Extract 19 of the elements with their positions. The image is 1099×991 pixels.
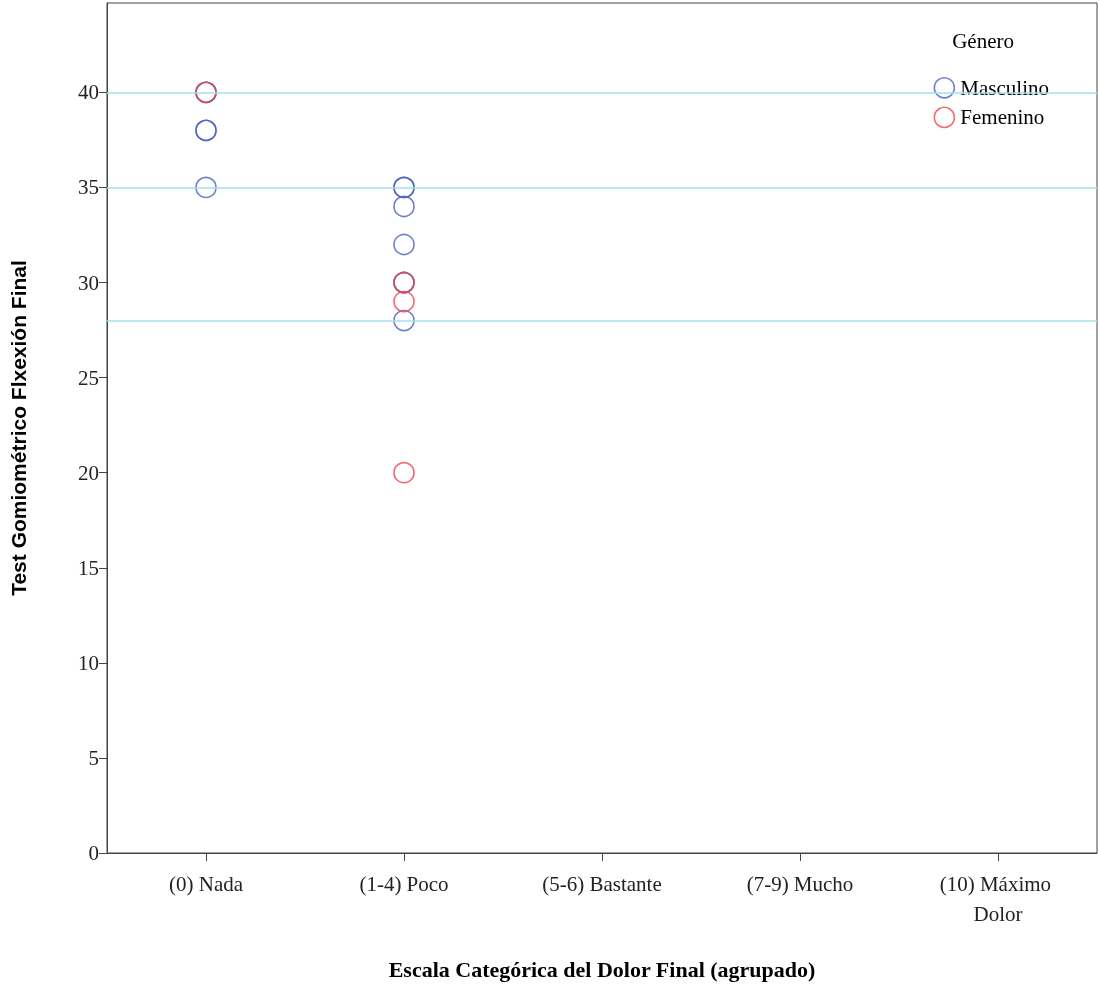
y-tick-label: 40 — [78, 80, 99, 105]
x-tick-label: (1-4) Poco — [359, 872, 449, 896]
legend-label: Masculino — [960, 75, 1049, 100]
y-tick-label: 5 — [88, 745, 99, 770]
y-tick-label: 25 — [78, 365, 99, 390]
legend-title: Género — [952, 28, 1015, 53]
x-tick-label: (10) Máximo Dolor — [939, 872, 1057, 926]
y-tick-label: 20 — [78, 460, 99, 485]
y-tick-label: 0 — [88, 841, 99, 865]
y-tick-label: 15 — [78, 555, 99, 580]
x-axis-title: Escala Categórica del Dolor Final (agrupado) — [388, 956, 816, 982]
legend-label: Femenino — [960, 105, 1045, 130]
y-axis-title: Test Gomiométrico Flxexión Final — [7, 260, 30, 596]
y-tick-label: 30 — [78, 270, 99, 295]
y-tick-label: 10 — [78, 650, 99, 675]
x-tick-label: (0) Nada — [168, 872, 244, 896]
x-tick-label: (5-6) Bastante — [542, 872, 662, 896]
y-tick-label: 35 — [78, 175, 99, 200]
x-tick-label: (7-9) Mucho — [746, 872, 854, 896]
